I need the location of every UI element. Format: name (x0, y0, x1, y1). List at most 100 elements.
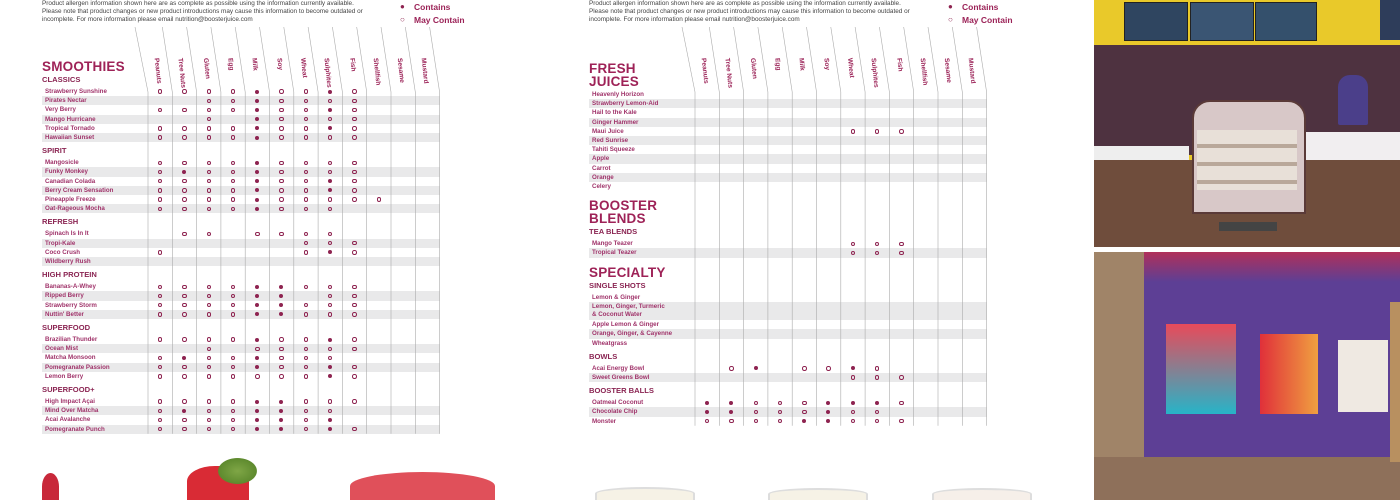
may-contain-dot-icon (157, 293, 163, 299)
contains-dot-icon (255, 312, 260, 317)
legend-may-contain: ○ May Contain (400, 13, 465, 26)
disclaimer-line: incomplete. For more information please … (589, 16, 800, 23)
may-contain-dot-icon (875, 418, 880, 424)
may-contain-dot-icon (753, 409, 758, 415)
contains-dot-icon (279, 284, 284, 289)
column-header-wheat: Wheat (298, 57, 308, 79)
filled-dot-icon: ● (400, 2, 405, 11)
table-row: Matcha Monsoon (42, 353, 440, 362)
contains-dot-icon (753, 366, 758, 371)
contains-dot-icon (328, 126, 333, 131)
may-contain-dot-icon (777, 400, 783, 405)
may-contain-dot-icon (157, 302, 163, 308)
section-title: FRESH JUICES (589, 62, 639, 89)
table-row: Berry Cream Sensation (42, 185, 440, 195)
may-contain-dot-icon (279, 206, 284, 211)
table-row: Tropi-Kale (42, 238, 440, 248)
product-name: Tahiti Squeeze (592, 146, 635, 154)
may-contain-dot-icon (230, 107, 236, 113)
column-header-fish: Fish (894, 57, 904, 72)
may-contain-dot-icon (182, 178, 187, 184)
may-contain-dot-icon (729, 366, 734, 371)
may-contain-dot-icon (157, 312, 163, 317)
may-contain-dot-icon (875, 250, 880, 256)
product-name: Celery (592, 183, 611, 190)
contains-dot-icon (255, 98, 260, 103)
may-contain-dot-icon (157, 135, 163, 140)
may-contain-dot-icon (230, 408, 236, 413)
may-contain-dot-icon (230, 284, 236, 289)
may-contain-dot-icon (328, 197, 333, 202)
column-header-shellfish: Shellfish (371, 57, 382, 86)
may-contain-dot-icon (182, 231, 187, 237)
product-name: Ripped Berry (45, 292, 84, 300)
may-contain-dot-icon (328, 355, 333, 361)
contains-dot-icon (826, 409, 831, 414)
contains-dot-icon (255, 179, 260, 184)
may-contain-dot-icon (230, 188, 236, 193)
may-contain-dot-icon (352, 426, 357, 432)
may-contain-dot-icon (303, 98, 309, 103)
contains-dot-icon (255, 206, 260, 211)
contains-dot-icon (328, 188, 333, 193)
table-row: Pomegranate Passion (42, 362, 440, 372)
may-contain-dot-icon (850, 409, 856, 415)
may-contain-dot-icon (182, 197, 187, 202)
column-divider (733, 26, 744, 93)
contains-dot-icon (279, 417, 284, 422)
column-header-tree-nuts: Tree Nuts (176, 57, 187, 89)
may-contain-dot-icon (802, 409, 807, 415)
contains-dot-icon (255, 399, 260, 404)
contains-dot-icon (255, 169, 260, 174)
table-row: Heavenly Horizon (589, 90, 987, 99)
floor-vent (1219, 222, 1277, 231)
may-contain-dot-icon (206, 312, 211, 317)
column-header-sesame: Sesame (942, 57, 953, 84)
column-divider (681, 26, 696, 93)
column-divider (429, 26, 440, 93)
wall-posters-photo (1094, 252, 1400, 500)
may-contain-dot-icon (875, 129, 880, 134)
may-contain-dot-icon (352, 284, 357, 289)
may-contain-dot-icon (255, 346, 260, 351)
may-contain-dot-icon (328, 135, 333, 140)
may-contain-dot-icon (157, 206, 163, 211)
contains-dot-icon (255, 427, 260, 432)
product-name: Wheatgrass (592, 339, 628, 347)
side-sign (1380, 0, 1400, 40)
may-contain-dot-icon (182, 312, 187, 317)
may-contain-dot-icon (206, 374, 211, 379)
product-name: Brazilian Thunder (45, 336, 98, 343)
product-name: Pomegranate Passion (45, 363, 110, 371)
may-contain-dot-icon (230, 417, 236, 423)
may-contain-dot-icon (182, 399, 187, 404)
may-contain-dot-icon (303, 126, 309, 131)
table-row: Strawberry Lemon-Aid (589, 99, 987, 109)
product-name: Canadian Colada (45, 177, 96, 185)
may-contain-dot-icon (899, 241, 904, 246)
may-contain-dot-icon (875, 366, 880, 371)
may-contain-dot-icon (328, 231, 333, 237)
display-shelves (1197, 130, 1297, 190)
may-contain-dot-icon (352, 399, 357, 404)
may-contain-dot-icon (230, 399, 236, 404)
column-header-egg: Egg (226, 57, 235, 71)
contains-dot-icon (729, 409, 734, 414)
may-contain-dot-icon (206, 364, 211, 370)
column-divider (162, 26, 173, 93)
contains-dot-icon (255, 408, 260, 413)
may-contain-dot-icon (303, 240, 309, 246)
may-contain-dot-icon (230, 364, 236, 370)
may-contain-dot-icon (230, 337, 236, 342)
may-contain-dot-icon (850, 418, 856, 424)
table-row: Red Sunrise (589, 136, 987, 146)
may-contain-dot-icon (182, 364, 187, 370)
product-name: Ocean Mist (45, 345, 79, 353)
contains-dot-icon (279, 303, 284, 308)
table-row: Lemon, Ginger, Turmeric & Coconut Water (589, 301, 987, 321)
wood-panel (1094, 457, 1400, 500)
may-contain-dot-icon (206, 399, 211, 404)
may-contain-dot-icon (303, 302, 309, 308)
may-contain-dot-icon (157, 355, 163, 361)
may-contain-dot-icon (206, 417, 211, 423)
